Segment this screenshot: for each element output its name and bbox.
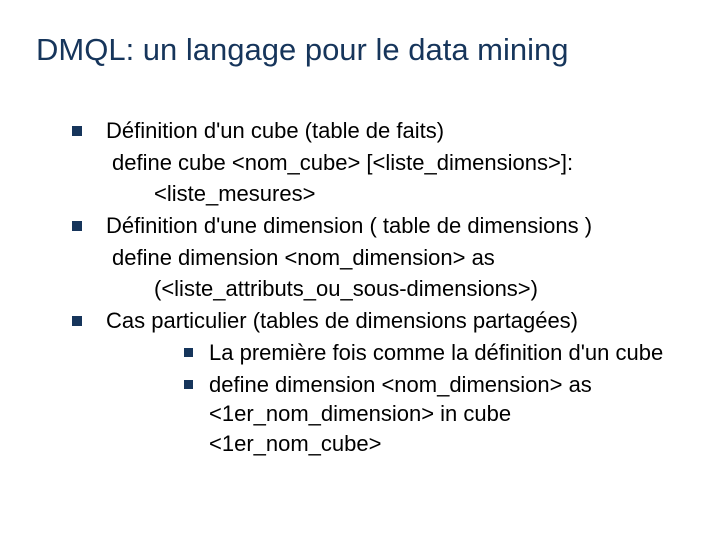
bullet-item: Cas particulier (tables de dimensions pa… <box>72 306 684 336</box>
bullet-text: Cas particulier (tables de dimensions pa… <box>106 306 684 336</box>
sub-bullet-text: define dimension <nom_dimension> as <1er… <box>209 370 684 459</box>
sub-bullet-item: La première fois comme la définition d'u… <box>184 338 684 368</box>
sub-bullet-text: La première fois comme la définition d'u… <box>209 338 684 368</box>
bullet-item: Définition d'une dimension ( table de di… <box>72 211 684 241</box>
slide: DMQL: un langage pour le data mining Déf… <box>0 0 720 540</box>
bullet-item: Définition d'un cube (table de faits) <box>72 116 684 146</box>
bullet-text: Définition d'une dimension ( table de di… <box>106 211 684 241</box>
code-line: define cube <nom_cube> [<liste_dimension… <box>112 148 684 178</box>
square-bullet-icon <box>72 126 82 136</box>
square-bullet-icon <box>184 380 193 389</box>
bullet-text: Définition d'un cube (table de faits) <box>106 116 684 146</box>
code-line: define dimension <nom_dimension> as <box>112 243 684 273</box>
square-bullet-icon <box>72 316 82 326</box>
square-bullet-icon <box>72 221 82 231</box>
slide-content: Définition d'un cube (table de faits) de… <box>36 116 684 459</box>
square-bullet-icon <box>184 348 193 357</box>
code-line: <liste_mesures> <box>154 179 684 209</box>
slide-title: DMQL: un langage pour le data mining <box>36 32 684 68</box>
code-line: (<liste_attributs_ou_sous-dimensions>) <box>154 274 684 304</box>
sub-bullet-item: define dimension <nom_dimension> as <1er… <box>184 370 684 459</box>
